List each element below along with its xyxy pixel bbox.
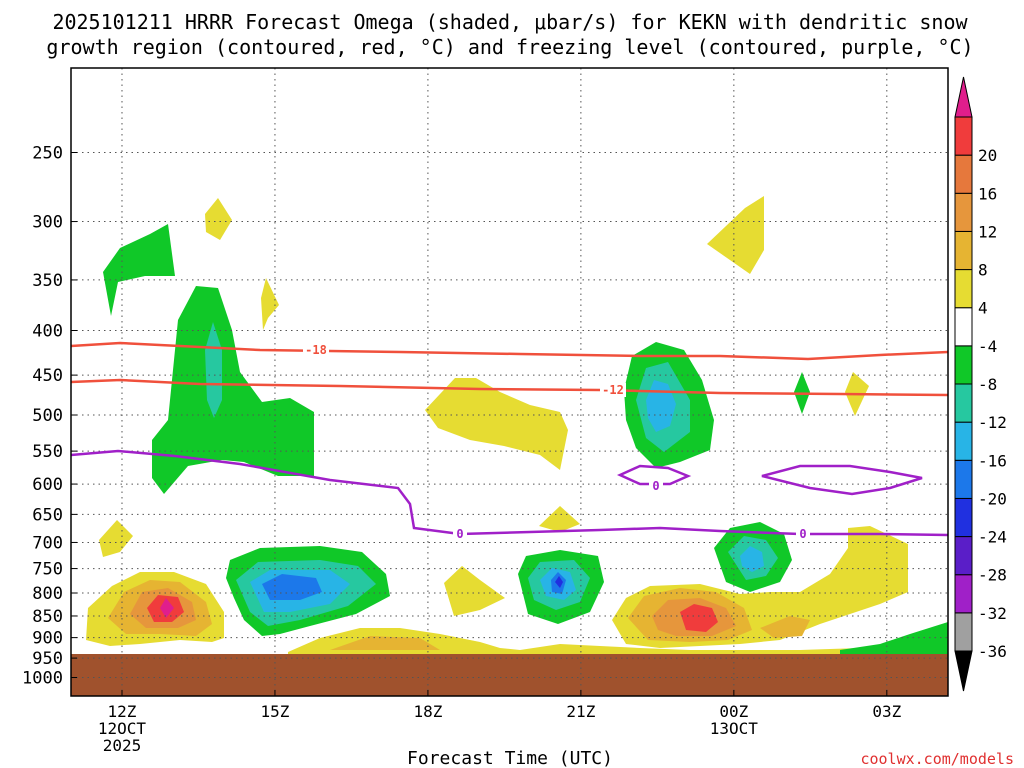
freezing-level-closed-contour (761, 464, 923, 496)
colorbar-label: -8 (978, 375, 997, 394)
colorbar-low-extend (954, 650, 973, 692)
colorbar-label: -20 (978, 489, 1007, 508)
dgz-contour-minus12 (71, 378, 948, 397)
x-tick-label: 00Z (719, 702, 748, 721)
x-tick-date: 13OCT (710, 719, 759, 738)
y-tick-label: 500 (32, 406, 63, 426)
omega-fill-green (840, 622, 948, 658)
colorbar-label: 4 (978, 299, 988, 318)
colorbar-label: -16 (978, 451, 1007, 470)
omega-fill-orange (330, 636, 440, 650)
grid-lines (71, 68, 948, 696)
y-tick-label: 250 (32, 144, 63, 164)
colorbar-swatch (954, 497, 973, 538)
x-tick-year: 2025 (103, 736, 142, 755)
colorbar-label: 20 (978, 146, 997, 165)
x-tick-date: 12OCT (98, 719, 147, 738)
dgz-label: -18 (305, 343, 327, 357)
colorbar-legend: -36 -32 -28 -24 -20 -16 -12 -8 -4 4 8 12 16 20 (954, 76, 1007, 692)
colorbar-swatch (954, 345, 973, 385)
omega-fill-cyan (646, 380, 676, 432)
chart-title-line1: 2025101211 HRRR Forecast Omega (shaded, … (52, 10, 968, 34)
colorbar-swatch (954, 574, 973, 614)
omega-fill-teal (205, 322, 222, 418)
freezing-level-label: 0 (652, 479, 659, 493)
omega-fill-yellow (99, 520, 133, 557)
omega-fill-magenta (160, 598, 174, 618)
chart-title-line2: growth region (contoured, red, °C) and f… (46, 35, 973, 59)
y-tick-label: 550 (32, 442, 63, 462)
omega-fill-yellow (425, 378, 568, 470)
colorbar-label: -36 (978, 642, 1007, 661)
colorbar-swatch (954, 307, 973, 347)
omega-fill-indigo (555, 576, 563, 588)
omega-fill-orange (760, 616, 810, 638)
y-tick-label: 900 (32, 629, 63, 649)
colorbar-swatch (954, 421, 973, 461)
colorbar-label: -28 (978, 566, 1007, 585)
y-tick-label: 850 (32, 607, 63, 627)
x-tick-label: 18Z (413, 702, 442, 721)
colorbar-swatch (954, 612, 973, 652)
omega-fill-green (152, 286, 314, 494)
colorbar-swatch (954, 536, 973, 576)
x-tick-label: 12Z (108, 702, 137, 721)
y-tick-label: 700 (32, 533, 63, 553)
omega-fill-yellow (261, 278, 279, 330)
freezing-level-contour (71, 449, 948, 537)
omega-fill-yellow (205, 198, 232, 240)
dgz-contour-minus18 (71, 341, 948, 361)
y-tick-label: 1000 (22, 669, 63, 689)
omega-fill-yellow (539, 506, 580, 532)
colorbar-swatch (954, 230, 973, 271)
colorbar-swatch (954, 154, 973, 194)
colorbar-label: -4 (978, 337, 997, 356)
x-tick-label: 03Z (872, 702, 901, 721)
x-axis-title: Forecast Time (UTC) (407, 748, 613, 768)
y-tick-label: 600 (32, 475, 63, 495)
colorbar-label: -12 (978, 413, 1007, 432)
omega-shading (86, 196, 948, 658)
omega-fill-cyan (740, 546, 764, 572)
colorbar-label: -32 (978, 604, 1007, 623)
colorbar-swatch (954, 269, 973, 309)
freezing-level-label: 0 (456, 527, 463, 541)
omega-fill-yellow (444, 566, 505, 616)
x-tick-label: 15Z (261, 702, 290, 721)
colorbar-high-extend (954, 76, 973, 118)
omega-fill-yellow (707, 196, 764, 274)
dgz-label: -12 (602, 383, 624, 397)
y-tick-label: 800 (32, 584, 63, 604)
omega-fill-yellow (288, 628, 920, 658)
colorbar-swatch (954, 383, 973, 423)
y-tick-label: 450 (32, 366, 63, 386)
colorbar-swatch (954, 192, 973, 232)
y-tick-label: 300 (32, 213, 63, 233)
y-tick-label: 400 (32, 322, 63, 342)
freezing-level-closed-contour (616, 464, 692, 486)
freezing-level-label: 0 (799, 527, 806, 541)
plot-frame (70, 67, 949, 697)
x-tick-label: 21Z (566, 702, 595, 721)
credit-text: coolwx.com/models (860, 750, 1014, 768)
y-tick-label: 350 (32, 271, 63, 291)
colorbar-label: 8 (978, 261, 988, 280)
colorbar-label: 12 (978, 222, 997, 241)
y-axis: 2503003504004505005506006507007508008509… (22, 144, 77, 689)
omega-fill-blue (262, 574, 322, 600)
y-tick-label: 950 (32, 649, 63, 669)
colorbar-label: 16 (978, 184, 997, 203)
colorbar-label: -24 (978, 528, 1007, 547)
y-tick-label: 750 (32, 560, 63, 580)
y-tick-label: 650 (32, 505, 63, 525)
terrain-surface (71, 654, 948, 696)
omega-fill-green (103, 224, 175, 316)
omega-fill-red (680, 604, 718, 632)
colorbar-swatch (954, 459, 973, 499)
colorbar-swatch (954, 116, 973, 156)
